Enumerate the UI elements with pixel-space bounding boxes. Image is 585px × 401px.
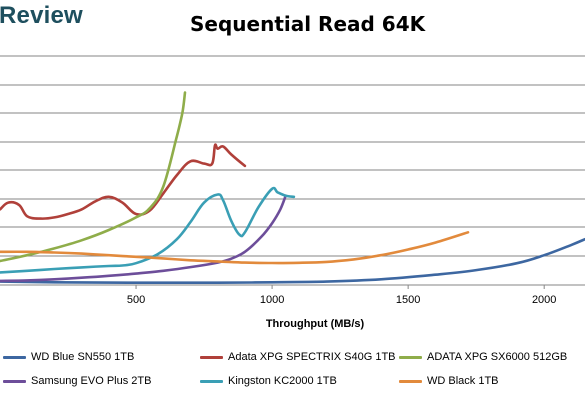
legend-label-0: WD Blue SN550 1TB xyxy=(31,351,135,363)
legend-label-5: WD Black 1TB xyxy=(427,375,499,387)
series-lines xyxy=(0,91,585,285)
legend-item-5: WD Black 1TB xyxy=(399,375,499,387)
x-tick-labels: 500 1000 1500 2000 xyxy=(127,285,556,306)
series-line-1 xyxy=(0,143,247,220)
legend-item-4: Kingston KC2000 1TB xyxy=(200,375,337,387)
series-line-4 xyxy=(0,186,296,274)
series-line-5 xyxy=(0,231,470,265)
chart-plot-area: 500 1000 1500 2000 Throughput (MB/s) xyxy=(0,55,585,330)
legend-item-0: WD Blue SN550 1TB xyxy=(3,351,134,363)
x-axis-label: Throughput (MB/s) xyxy=(266,318,365,330)
chart-title: Sequential Read 64K xyxy=(190,12,426,36)
brand-logo: Review xyxy=(0,2,83,29)
legend-label-1: Adata XPG SPECTRIX S40G 1TB xyxy=(228,351,396,363)
legend-swatch-5 xyxy=(399,379,422,383)
legend-label-4: Kingston KC2000 1TB xyxy=(228,375,337,387)
x-tick-label-500: 500 xyxy=(127,294,145,306)
legend-swatch-2 xyxy=(399,355,422,359)
gridlines xyxy=(0,55,585,257)
series-line-2 xyxy=(0,91,187,263)
legend-item-1: Adata XPG SPECTRIX S40G 1TB xyxy=(200,351,396,363)
series-line-0 xyxy=(0,237,585,285)
legend-swatch-0 xyxy=(3,355,26,359)
x-tick-label-1500: 1500 xyxy=(396,294,420,306)
legend-item-2: ADATA XPG SX6000 512GB xyxy=(399,351,567,363)
x-tick-label-1000: 1000 xyxy=(260,294,284,306)
legend-label-2: ADATA XPG SX6000 512GB xyxy=(427,351,568,363)
legend-label-3: Samsung EVO Plus 2TB xyxy=(31,375,152,387)
series-line-3 xyxy=(0,194,287,283)
x-tick-label-2000: 2000 xyxy=(532,294,556,306)
legend-swatch-3 xyxy=(3,379,26,383)
legend-swatch-4 xyxy=(200,379,223,383)
legend-item-3: Samsung EVO Plus 2TB xyxy=(3,375,151,387)
chart-legend: WD Blue SN550 1TB Adata XPG SPECTRIX S40G… xyxy=(0,342,585,401)
legend-swatch-1 xyxy=(200,355,223,359)
